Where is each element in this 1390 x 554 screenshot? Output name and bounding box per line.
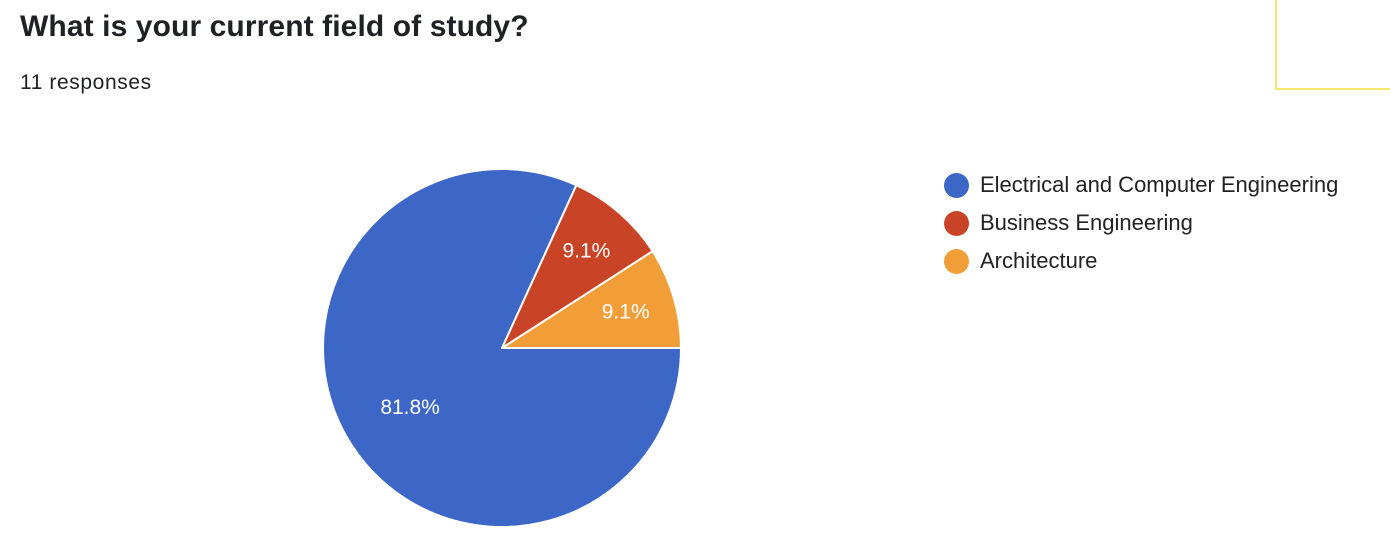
pie-slice-business[interactable] [501,184,654,349]
slice-label-architecture: 9.1% [602,301,650,324]
corner-decoration [1275,0,1390,90]
legend-swatch-business [944,210,969,236]
legend-swatch-ece [944,172,969,198]
legend-item-architecture[interactable]: Architecture [944,242,1338,280]
question-title: What is your current field of study? [20,10,529,43]
pie-slice-architecture[interactable] [501,250,682,349]
legend-item-business[interactable]: Business Engineering [944,204,1338,242]
legend-label-ece: Electrical and Computer Engineering [980,172,1339,197]
slice-label-ece: 81.8% [380,396,440,419]
legend-label-business: Business Engineering [980,210,1193,235]
legend-swatch-architecture [944,248,969,274]
legend-item-ece[interactable]: Electrical and Computer Engineering [944,166,1338,204]
response-count: 11 responses [20,71,152,94]
chart-legend: Electrical and Computer Engineering Busi… [944,166,1338,280]
pie-slice-ece[interactable] [322,168,682,528]
legend-label-architecture: Architecture [980,248,1098,273]
slice-label-business: 9.1% [562,240,610,263]
